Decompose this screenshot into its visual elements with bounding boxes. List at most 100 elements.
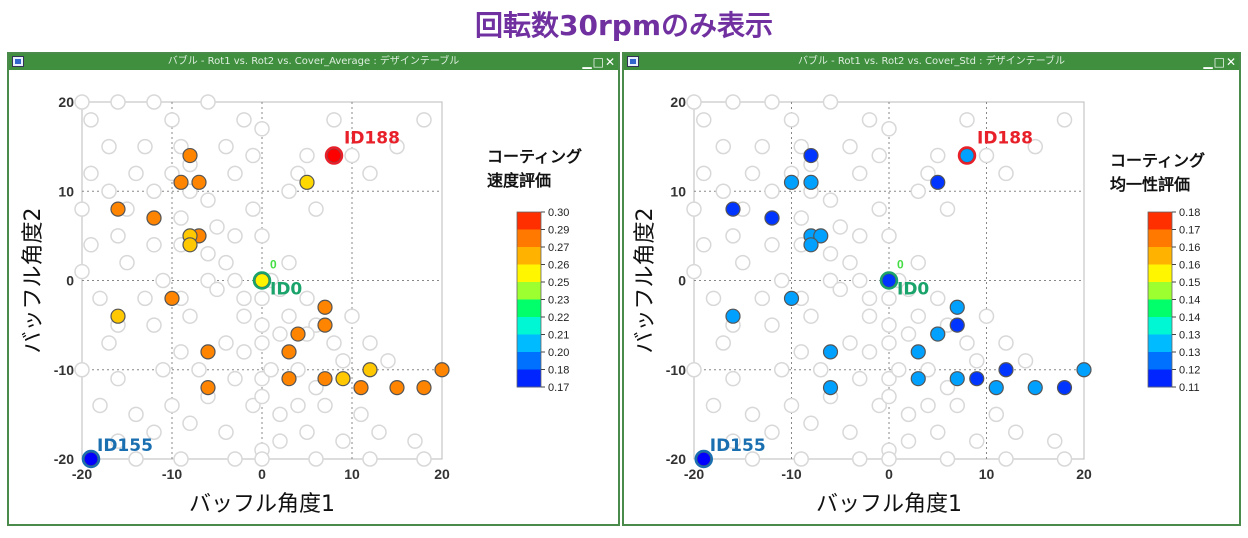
legend-tick-label: 0.18 [548, 365, 569, 377]
background-point [764, 94, 780, 110]
data-point[interactable] [1027, 380, 1043, 396]
data-point[interactable] [416, 380, 432, 396]
background-point [317, 397, 333, 414]
data-point[interactable] [998, 362, 1014, 378]
background-point [272, 406, 288, 423]
background-point [881, 451, 897, 467]
data-point[interactable] [949, 317, 965, 333]
data-point[interactable] [146, 210, 162, 226]
data-point[interactable] [389, 380, 405, 396]
data-point[interactable] [200, 380, 216, 396]
data-point[interactable] [930, 326, 946, 342]
data-point[interactable] [803, 237, 819, 253]
window-titlebar[interactable]: バブル - Rot1 vs. Rot2 vs. Cover_Std : デザイン… [624, 54, 1239, 70]
x-tick-label: -10 [781, 466, 801, 482]
data-point[interactable] [290, 326, 306, 342]
legend-swatch [1148, 212, 1172, 230]
background-point [218, 424, 234, 440]
data-point[interactable] [822, 344, 839, 360]
background-point [910, 308, 926, 324]
data-point[interactable] [335, 371, 351, 387]
background-point [407, 433, 423, 449]
data-point[interactable] [1076, 362, 1092, 378]
x-tick-label: -10 [162, 466, 182, 482]
background-point [146, 183, 162, 199]
background-point [900, 281, 917, 298]
background-point [852, 165, 868, 182]
data-point[interactable] [164, 290, 180, 306]
x-tick-label: 20 [434, 466, 450, 482]
data-point[interactable] [725, 308, 741, 324]
data-point[interactable] [191, 174, 207, 190]
background-point [326, 112, 342, 128]
data-point[interactable] [317, 317, 333, 333]
data-point[interactable] [110, 308, 126, 324]
background-point [1017, 353, 1034, 369]
data-point[interactable] [803, 174, 819, 190]
point-label: ID0 [270, 280, 302, 300]
data-point[interactable] [783, 290, 800, 306]
data-point[interactable] [353, 380, 369, 396]
data-point[interactable] [1056, 380, 1073, 396]
background-point [861, 112, 878, 128]
highlight-ring [252, 271, 272, 290]
background-point [371, 424, 387, 440]
legend-tick-label: 0.26 [548, 260, 569, 272]
data-point[interactable] [910, 344, 926, 360]
window-titlebar[interactable]: バブル - Rot1 vs. Rot2 vs. Cover_Average : … [9, 54, 618, 70]
data-point[interactable] [281, 371, 297, 387]
data-point[interactable] [910, 371, 926, 387]
background-point [939, 379, 956, 396]
data-point[interactable] [725, 201, 741, 217]
legend-tick-label: 0.13 [1179, 347, 1200, 359]
background-point [74, 201, 90, 217]
background-point [842, 254, 858, 271]
y-axis-label: バッフル角度2 [21, 208, 46, 354]
background-point [744, 165, 761, 182]
background-point [245, 201, 261, 217]
background-point [83, 237, 99, 253]
background-point [744, 451, 761, 467]
data-point[interactable] [362, 362, 378, 378]
point-label-small: 0 [270, 258, 277, 272]
y-tick-label: 10 [58, 183, 74, 199]
data-point[interactable] [281, 344, 297, 360]
data-point[interactable] [299, 174, 315, 190]
window-controls[interactable]: ▁□✕ [582, 55, 616, 69]
background-point [686, 362, 702, 378]
background-point [227, 228, 243, 244]
data-point[interactable] [783, 174, 800, 190]
background-point [74, 94, 90, 110]
data-point[interactable] [317, 371, 333, 387]
background-point [236, 344, 252, 360]
data-point[interactable] [988, 380, 1004, 396]
background-point [832, 281, 848, 298]
data-point[interactable] [949, 299, 965, 315]
data-point[interactable] [434, 362, 450, 378]
background-point [299, 424, 315, 440]
data-point[interactable] [949, 371, 965, 387]
background-point [969, 353, 985, 369]
data-point[interactable] [200, 344, 216, 360]
data-point[interactable] [173, 174, 189, 190]
data-point[interactable] [317, 299, 333, 315]
legend-swatch [517, 317, 541, 335]
data-point[interactable] [930, 174, 946, 190]
data-point[interactable] [822, 380, 839, 396]
data-point[interactable] [764, 210, 780, 226]
background-point [83, 165, 99, 182]
background-point [416, 451, 432, 467]
background-point [227, 370, 243, 387]
data-point[interactable] [803, 147, 819, 164]
background-point [164, 165, 180, 182]
data-point[interactable] [110, 201, 126, 217]
x-axis-label: バッフル角度1 [189, 492, 335, 517]
legend-swatch [517, 264, 541, 283]
background-point [254, 228, 270, 244]
data-point[interactable] [813, 228, 829, 244]
window-controls[interactable]: ▁□✕ [1203, 55, 1237, 69]
data-point[interactable] [182, 147, 198, 164]
data-point[interactable] [182, 237, 198, 253]
data-point[interactable] [969, 371, 985, 387]
legend-swatch [1148, 282, 1172, 300]
